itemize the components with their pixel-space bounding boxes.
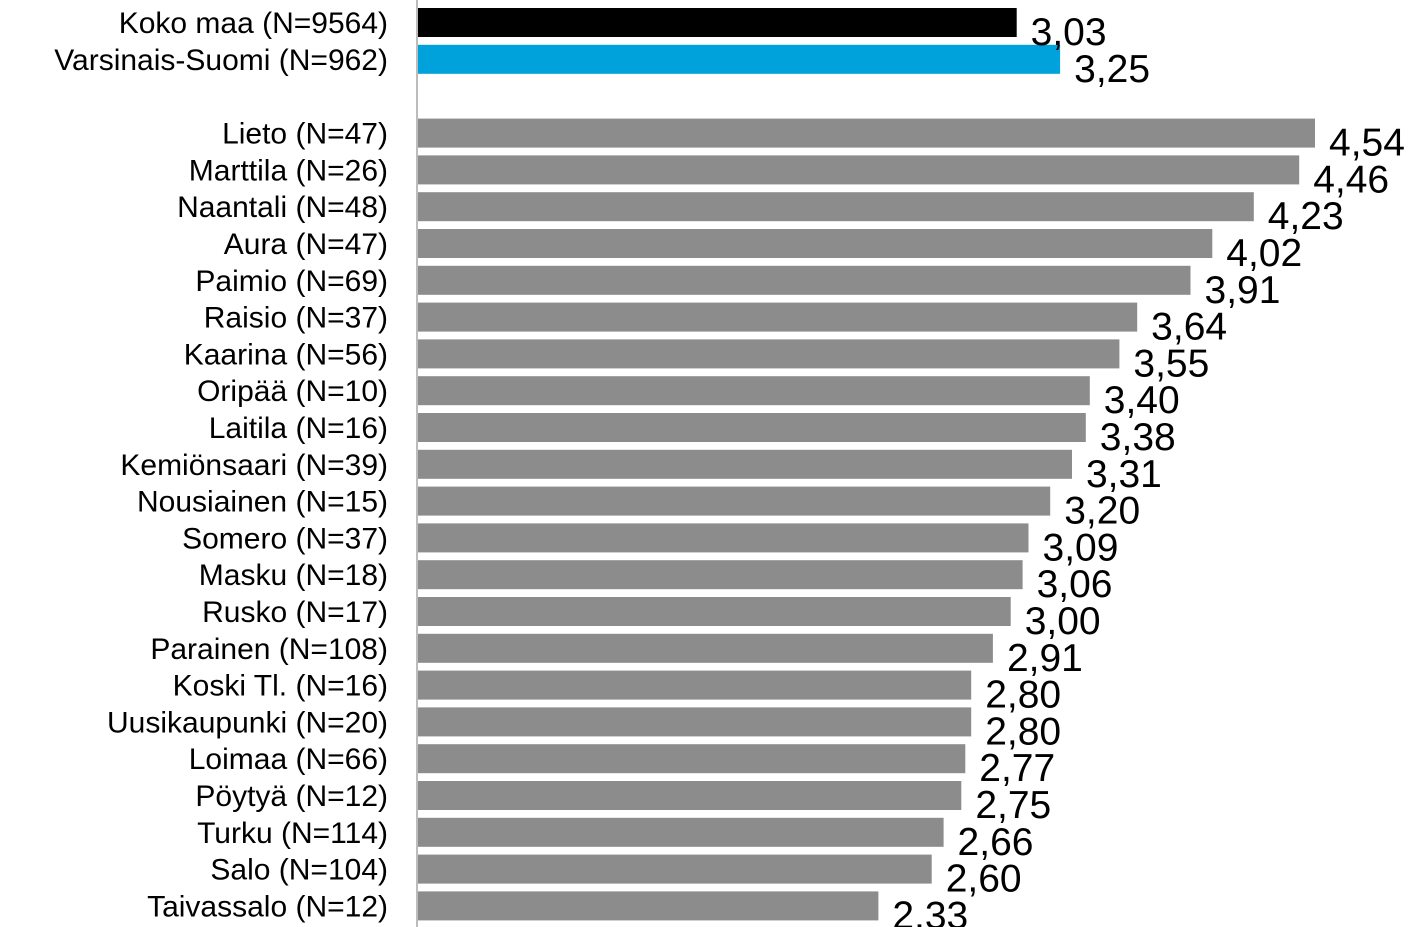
bar <box>418 413 1086 442</box>
bar <box>418 670 972 700</box>
bar <box>418 597 1011 626</box>
data-label: 2,75 <box>975 784 1051 827</box>
data-label: 3,06 <box>1037 563 1113 606</box>
bar <box>418 302 1138 332</box>
bar <box>418 744 966 774</box>
bar <box>418 44 1061 74</box>
category-label: Oripää (N=10) <box>197 375 388 408</box>
bar <box>418 781 962 810</box>
data-label: 2,60 <box>946 858 1022 901</box>
bar <box>418 339 1120 369</box>
bar <box>418 229 1213 258</box>
data-label: 3,31 <box>1086 453 1162 496</box>
category-label: Loimaa (N=66) <box>189 743 388 776</box>
category-label: Somero (N=37) <box>182 522 388 555</box>
category-label: Laitila (N=16) <box>209 412 388 445</box>
category-label: Kaarina (N=56) <box>184 338 388 371</box>
data-label: 2,80 <box>985 710 1061 753</box>
bar <box>418 265 1191 295</box>
category-label: Parainen (N=108) <box>150 633 388 666</box>
data-label: 2,80 <box>985 674 1061 717</box>
data-label: 3,20 <box>1064 490 1140 533</box>
category-label: Marttila (N=26) <box>189 154 388 187</box>
data-label: 3,25 <box>1074 48 1150 91</box>
category-label: Pöytyä (N=12) <box>195 780 388 813</box>
category-label: Aura (N=47) <box>224 228 388 261</box>
bar <box>418 192 1254 222</box>
data-label: 4,02 <box>1226 232 1302 275</box>
bar <box>418 560 1023 590</box>
category-label: Koko maa (N=9564) <box>119 7 388 40</box>
bar <box>418 523 1029 553</box>
data-label: 3,03 <box>1031 11 1107 54</box>
category-label: Masku (N=18) <box>199 559 388 592</box>
category-label: Rusko (N=17) <box>202 596 388 629</box>
bar <box>418 707 972 737</box>
data-label: 3,91 <box>1205 269 1281 312</box>
category-label: Taivassalo (N=12) <box>147 890 388 923</box>
category-label: Turku (N=114) <box>197 817 388 850</box>
category-label: Paimio (N=69) <box>195 265 388 298</box>
bar <box>418 817 944 847</box>
data-label: 3,55 <box>1133 342 1209 385</box>
category-labels: Koko maa (N=9564) Varsinais-Suomi (N=962)… <box>54 7 388 923</box>
data-label: 2,77 <box>979 747 1055 790</box>
category-label: Raisio (N=37) <box>204 302 388 335</box>
data-label: 4,23 <box>1268 195 1344 238</box>
category-label: Naantali (N=48) <box>177 191 388 224</box>
category-label: Koski Tl. (N=16) <box>173 670 388 703</box>
data-label: 3,38 <box>1100 416 1176 459</box>
data-label: 4,46 <box>1313 158 1389 201</box>
bar <box>418 854 932 884</box>
value-labels: 3,033,25 4,544,464,234,023,913,643,553,40… <box>892 11 1405 927</box>
data-label: 3,64 <box>1151 306 1227 349</box>
category-label: Lieto (N=47) <box>222 118 388 151</box>
bar <box>418 633 993 663</box>
category-label: Nousiainen (N=15) <box>137 486 388 519</box>
data-label: 2,33 <box>892 894 968 927</box>
category-label: Varsinais-Suomi (N=962) <box>54 44 388 77</box>
bar <box>418 155 1300 185</box>
category-label: Salo (N=104) <box>210 854 388 887</box>
bar <box>418 118 1315 148</box>
bar <box>418 376 1090 406</box>
bar <box>418 891 879 921</box>
data-label: 3,00 <box>1025 600 1101 643</box>
data-label: 4,54 <box>1329 122 1405 165</box>
category-label: Uusikaupunki (N=20) <box>107 706 388 739</box>
bar <box>418 8 1017 37</box>
bars-group <box>418 8 1315 921</box>
data-label: 2,66 <box>958 821 1034 864</box>
category-label: Kemiönsaari (N=39) <box>120 449 388 482</box>
data-label: 3,09 <box>1043 526 1119 569</box>
bar <box>418 449 1072 479</box>
data-label: 2,91 <box>1007 637 1083 680</box>
data-label: 3,40 <box>1104 379 1180 422</box>
bar <box>418 486 1051 516</box>
